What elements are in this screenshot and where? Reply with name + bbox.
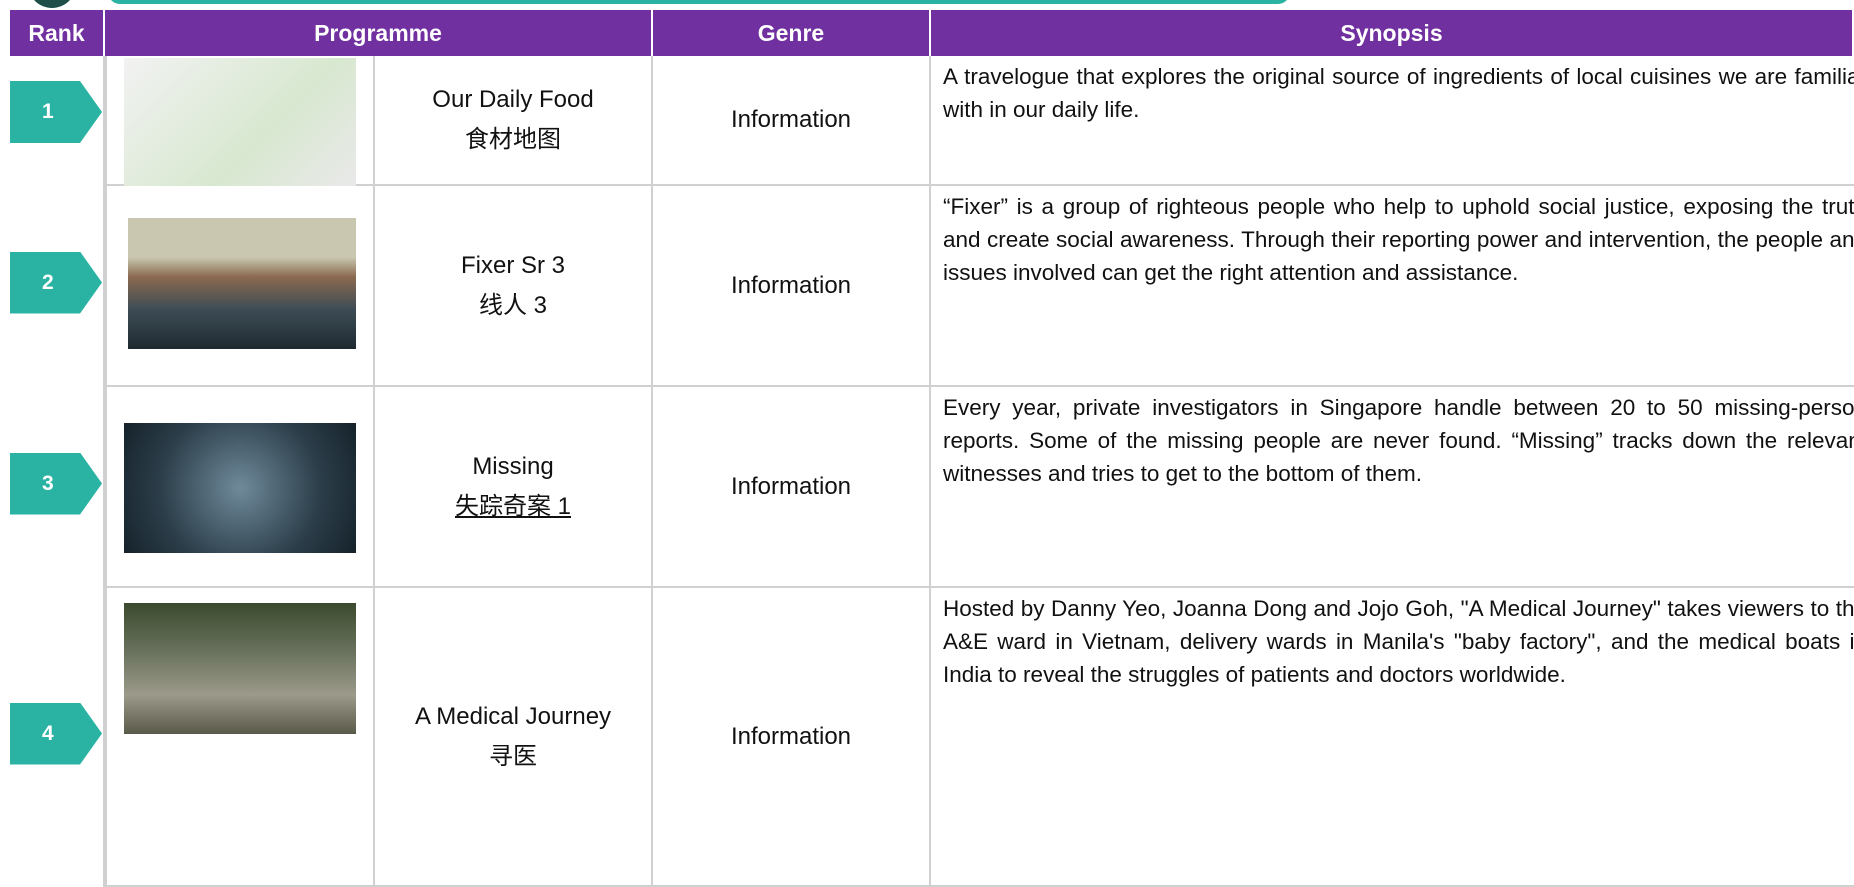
top-circle xyxy=(28,0,76,8)
programme-title-zh: 食材地图 xyxy=(465,126,561,153)
header-cell: Rank xyxy=(10,10,105,56)
synopsis-cell: Every year, private investigators in Sin… xyxy=(931,387,1854,588)
synopsis-cell: A travelogue that explores the original … xyxy=(931,56,1854,186)
genre-cell: Information xyxy=(653,588,931,887)
header-cell: Genre xyxy=(653,10,931,56)
programme-cell: Missing 失踪奇案 1 xyxy=(375,387,653,588)
rank-cell xyxy=(10,588,105,887)
programme-image xyxy=(128,218,356,349)
programme-title-zh: 寻医 xyxy=(489,742,537,770)
top-bar xyxy=(108,0,1290,4)
rank-cell xyxy=(10,186,105,387)
image-cell xyxy=(105,387,375,588)
genre-cell: Information xyxy=(653,56,931,186)
header-cell: Programme xyxy=(105,10,653,56)
rank-badge: 3 xyxy=(10,452,102,515)
programme-title: Missing xyxy=(472,452,554,480)
image-cell xyxy=(105,186,375,387)
rank-cell xyxy=(10,56,105,186)
programme-cell: Fixer Sr 3 线人 3 xyxy=(375,186,653,387)
programme-cell: Our Daily Food 食材地图 xyxy=(375,56,653,186)
rank-badge: 2 xyxy=(10,251,102,314)
programme-title: Fixer Sr 3 xyxy=(460,251,565,279)
programme-title: Our Daily Food xyxy=(432,86,594,113)
programme-image xyxy=(124,603,356,734)
genre-cell: Information xyxy=(653,186,931,387)
synopsis-cell: “Fixer” is a group of righteous people w… xyxy=(931,186,1854,387)
programme-image xyxy=(124,58,356,186)
image-cell xyxy=(105,588,375,887)
programme-cell: A Medical Journey 寻医 xyxy=(375,588,653,887)
programme-title-zh: 线人 3 xyxy=(478,291,547,319)
header-cell: Synopsis xyxy=(931,10,1854,56)
genre-cell: Information xyxy=(653,387,931,588)
rank-cell xyxy=(10,387,105,588)
rank-badge: 4 xyxy=(10,702,102,765)
programme-title: A Medical Journey xyxy=(414,702,612,730)
rank-badge: 1 xyxy=(10,81,102,143)
programme-title-zh: 失踪奇案 1 xyxy=(454,492,571,520)
programme-image xyxy=(124,423,356,553)
synopsis-cell: Hosted by Danny Yeo, Joanna Dong and Joj… xyxy=(931,588,1854,887)
